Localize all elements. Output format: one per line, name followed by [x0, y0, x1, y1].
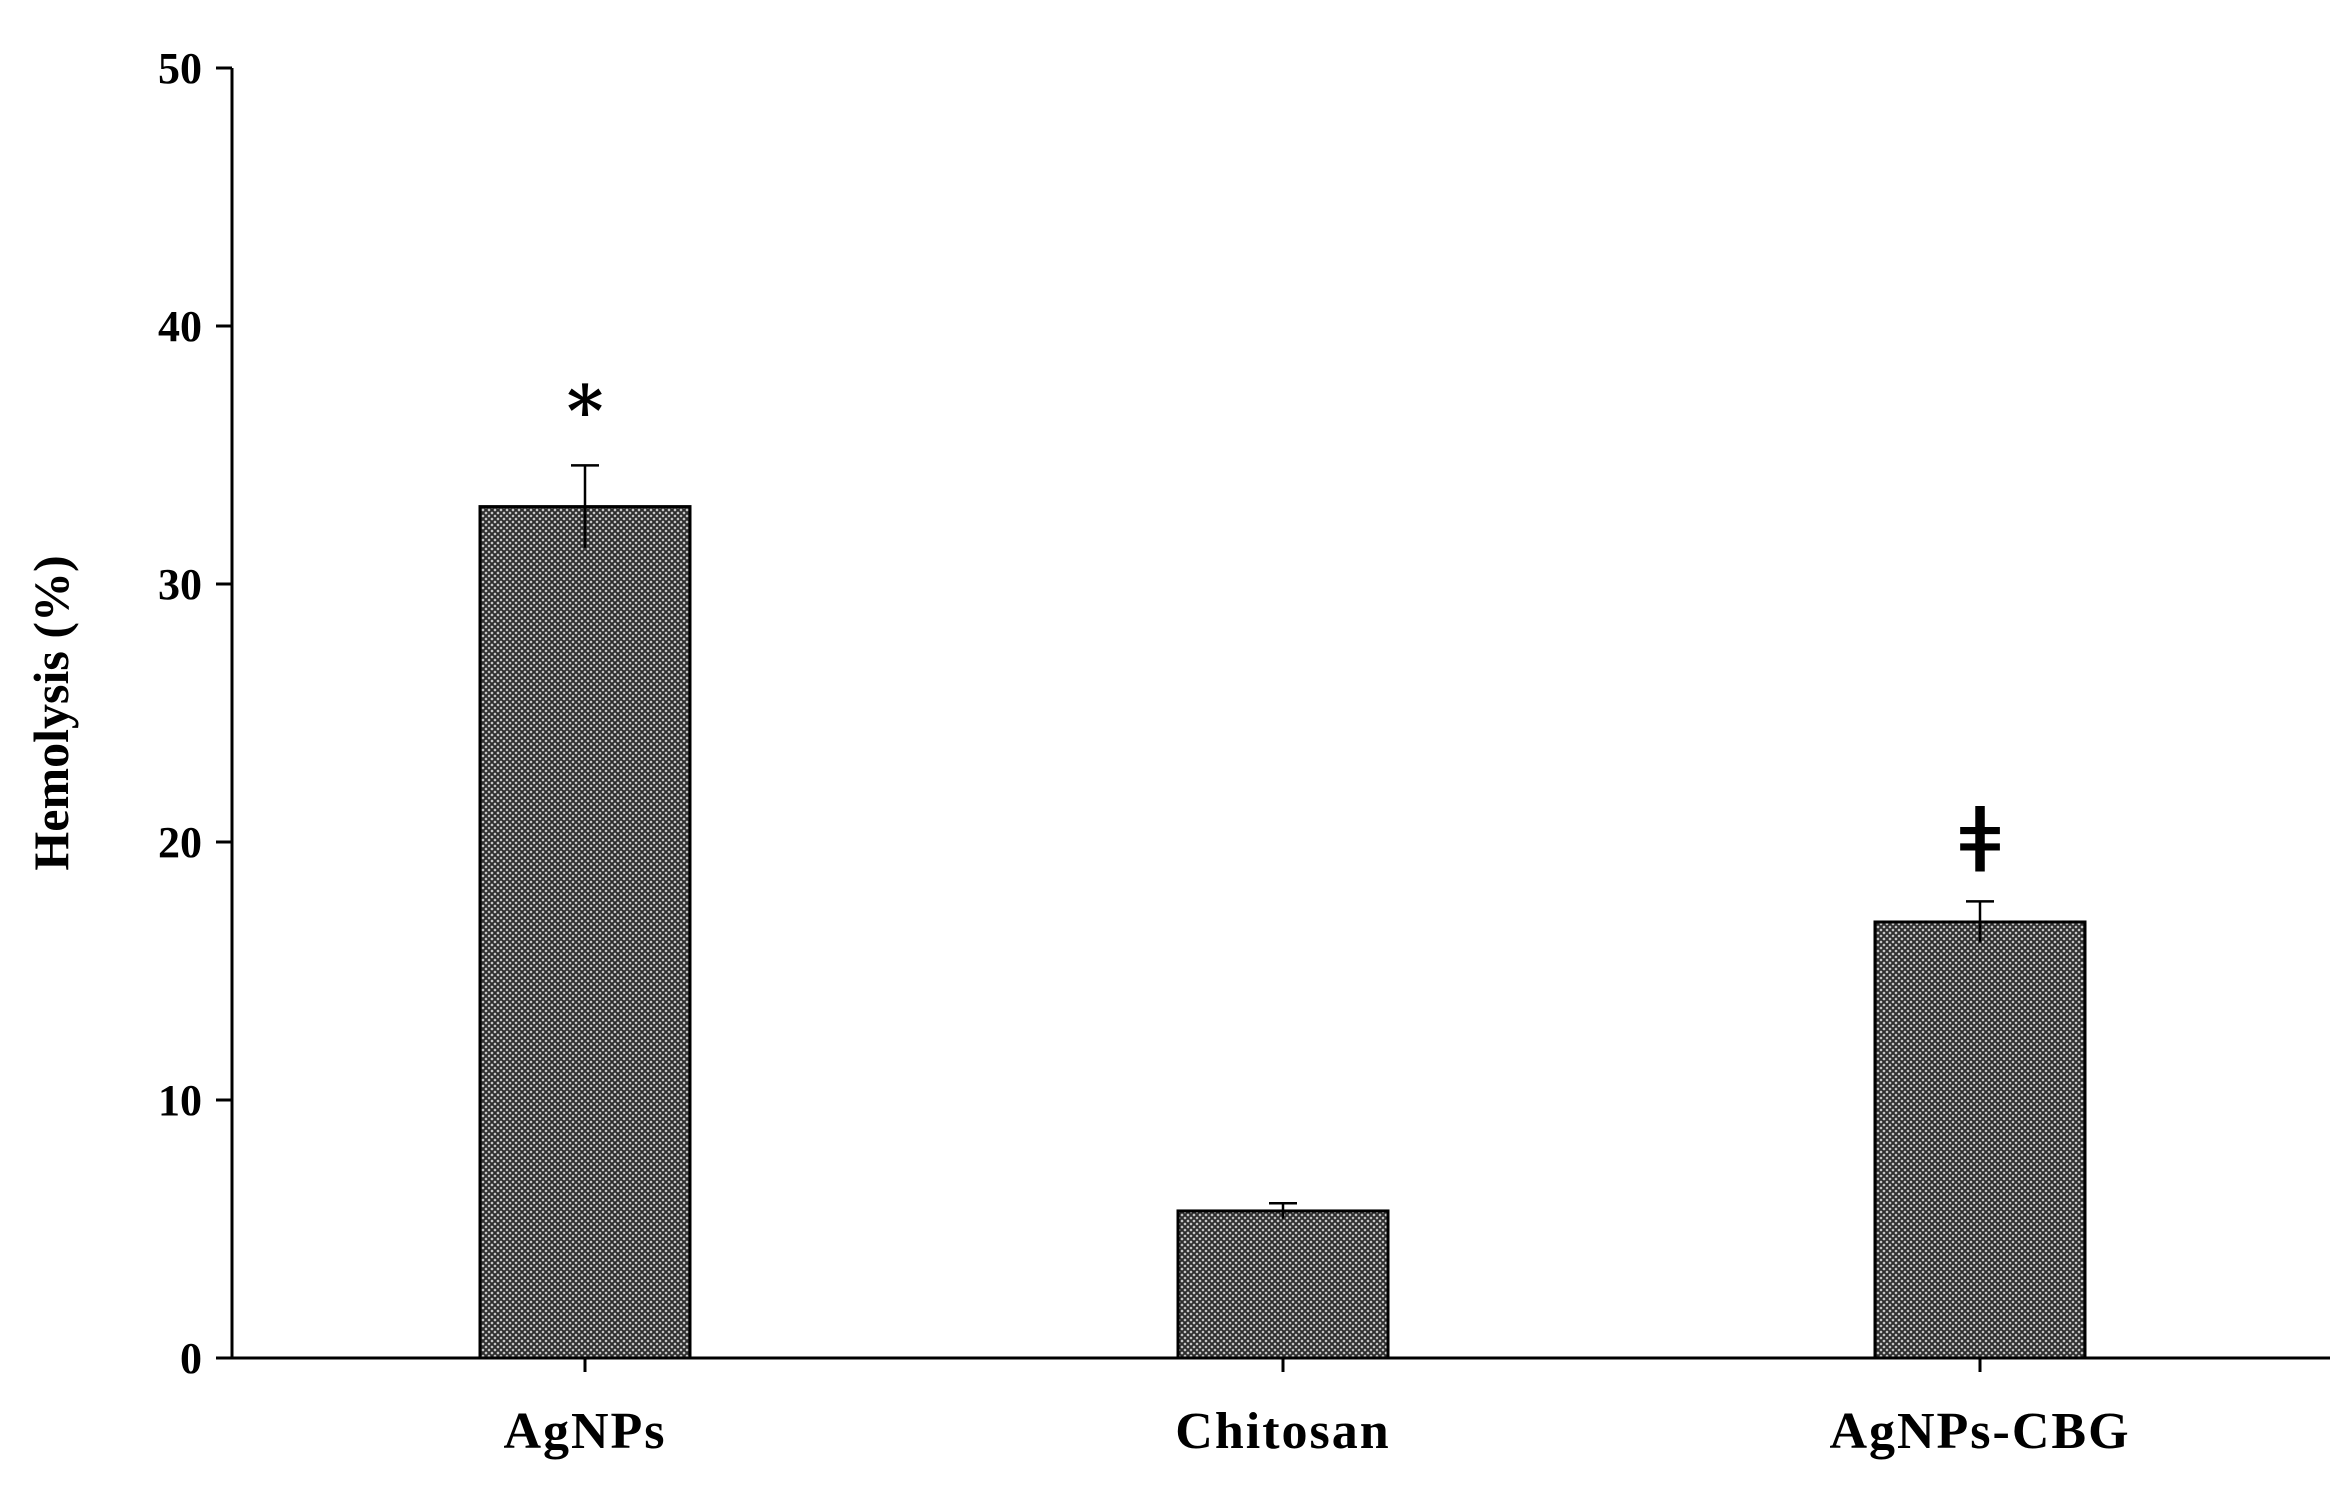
bar	[1176, 1209, 1390, 1360]
x-tick-label: AgNPs	[503, 1403, 666, 1460]
y-tick-label: 10	[158, 1076, 202, 1125]
y-tick-label: 40	[158, 302, 202, 351]
x-tick-label: Chitosan	[1175, 1403, 1390, 1460]
y-tick-label: 30	[158, 560, 202, 609]
y-tick-label: 50	[158, 44, 202, 93]
y-tick-label: 20	[158, 818, 202, 867]
plot-area: 0 10 20 30 40 50 AgNPs * Chitosan AgNPs-CBG ǂ	[158, 44, 2330, 1460]
significance-marker: ǂ	[1959, 787, 2000, 893]
x-tick-label: AgNPs-CBG	[1829, 1403, 2130, 1460]
y-axis-title: Hemolysis (%)	[23, 555, 79, 870]
significance-marker: *	[567, 369, 604, 452]
y-tick-label: 0	[180, 1334, 202, 1383]
bar	[478, 505, 692, 1360]
bar	[1873, 920, 2087, 1360]
